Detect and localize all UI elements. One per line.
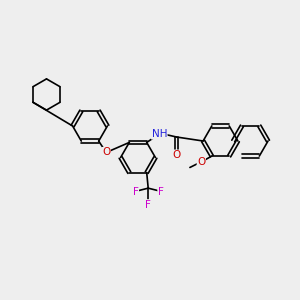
- Text: NH: NH: [152, 129, 167, 139]
- Text: F: F: [158, 187, 164, 197]
- Text: O: O: [102, 148, 110, 158]
- Text: F: F: [133, 187, 139, 197]
- Text: F: F: [145, 200, 151, 210]
- Text: O: O: [172, 150, 181, 160]
- Text: O: O: [197, 157, 206, 167]
